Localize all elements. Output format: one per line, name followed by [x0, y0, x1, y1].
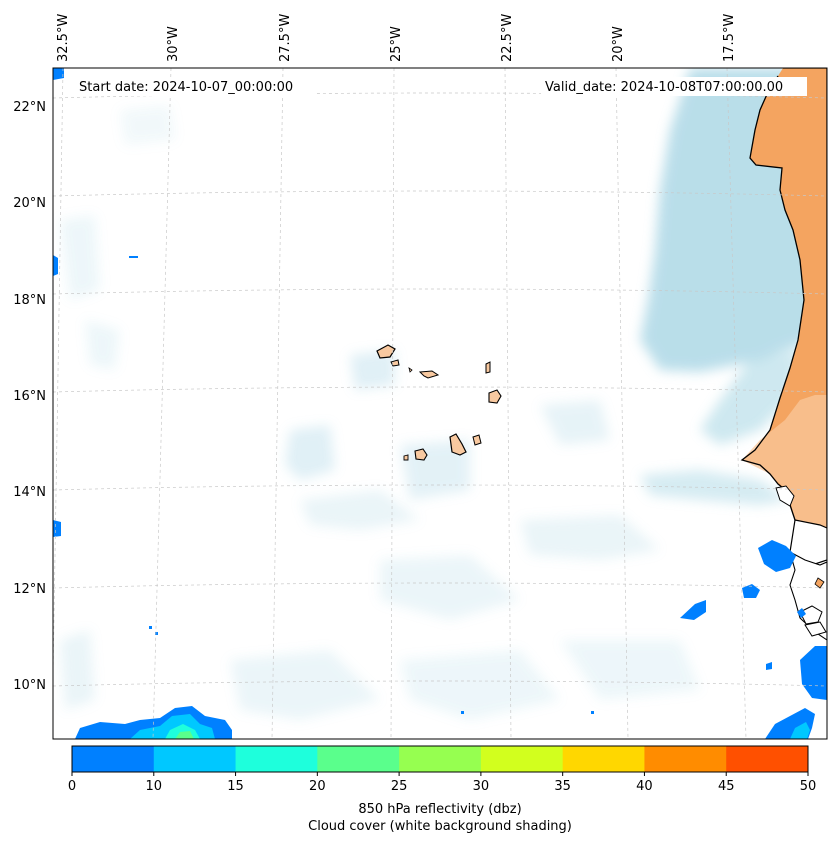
- start-date-label: Start date: 2024-10-07_00:00:00: [74, 77, 316, 96]
- reflectivity-patch-w3: [129, 256, 138, 258]
- reflectivity-patch-e1: [800, 646, 827, 700]
- coastal-islet: [814, 577, 825, 589]
- reflectivity-speck-4: [591, 711, 594, 714]
- valid-date-text: Valid_date: 2024-10-08T07:00:00.00: [545, 80, 783, 95]
- lat-tick-label: 14°N: [13, 485, 46, 500]
- lat-tick-label: 18°N: [13, 293, 46, 308]
- colorbar-segment: [726, 746, 809, 772]
- reflectivity-patch-e4: [680, 600, 706, 620]
- land-layer: [740, 68, 827, 641]
- sao-nicolau-island: [418, 370, 440, 379]
- lat-tick-label: 16°N: [13, 389, 46, 404]
- africa-coastline: [740, 68, 827, 531]
- maio-island: [472, 434, 482, 446]
- reflectivity-patch-e6: [797, 608, 806, 618]
- colorbar-segment: [235, 746, 318, 772]
- colorbar-segment: [153, 746, 237, 772]
- colorbar-tick-label: 15: [227, 779, 244, 794]
- coastal-island: [804, 621, 827, 637]
- lon-tick-label: 25°W: [389, 26, 404, 62]
- longitude-tick-labels: 32.5°W 30°W 27.5°W 25°W 22.5°W 20°W 17.5…: [56, 14, 737, 62]
- reflectivity-patch-e5: [766, 662, 772, 670]
- bijagos-island: [799, 605, 823, 625]
- colorbar: 0 10 15 20 25 30 35 40 45 50 850 hPa reflectivity…: [68, 745, 816, 834]
- lat-tick-label: 22°N: [13, 100, 46, 115]
- colorbar-segment: [644, 746, 727, 772]
- santo-antao-island: [376, 344, 396, 359]
- reflectivity-patch-e2: [758, 540, 796, 572]
- colorbar-tick-label: 50: [800, 779, 817, 794]
- colorbar-tick-label: 0: [68, 779, 76, 794]
- reflectivity-patch-w2: [53, 520, 61, 537]
- brava-island: [403, 454, 409, 461]
- reflectivity-patch-20-25: [175, 731, 194, 739]
- colorbar-tick-label: 40: [636, 779, 653, 794]
- cape-verde-peninsula: [775, 485, 795, 507]
- lon-tick-label: 27.5°W: [278, 14, 293, 62]
- colorbar-segment: [562, 746, 645, 772]
- lon-tick-label: 30°W: [166, 26, 181, 62]
- valid-date-label: Valid_date: 2024-10-08T07:00:00.00: [541, 77, 807, 96]
- reflectivity-patch-e3: [742, 584, 760, 598]
- reflectivity-patch-nw: [53, 68, 64, 80]
- reflectivity-speck-3: [461, 711, 464, 714]
- colorbar-label-line1: 850 hPa reflectivity (dbz): [358, 802, 521, 817]
- lon-tick-label: 20°W: [611, 26, 626, 62]
- map-panel: Start date: 2024-10-07_00:00:00 Valid_da…: [52, 67, 828, 740]
- boa-vista-island: [488, 389, 502, 404]
- colorbar-segment: [317, 746, 400, 772]
- reflectivity-speck-1: [149, 626, 152, 629]
- colorbar-tick-label: 30: [473, 779, 490, 794]
- colorbar-frame: [71, 745, 809, 773]
- colorbar-segments: [72, 746, 809, 772]
- lat-tick-label: 12°N: [13, 582, 46, 597]
- start-date-text: Start date: 2024-10-07_00:00:00: [79, 80, 293, 95]
- colorbar-label-line2: Cloud cover (white background shading): [308, 819, 572, 834]
- colorbar-tick-label: 45: [718, 779, 735, 794]
- fogo-island: [414, 448, 428, 461]
- colorbar-tick-label: 35: [554, 779, 571, 794]
- reflectivity-patch-sw-core: [790, 722, 810, 739]
- land-light-shading: [742, 395, 827, 530]
- colorbar-tick-label: 25: [391, 779, 408, 794]
- reflectivity-speck-2: [155, 632, 158, 635]
- latitude-tick-labels: 22°N 20°N 18°N 16°N 14°N 12°N 10°N: [13, 100, 46, 693]
- colorbar-segment: [480, 746, 564, 772]
- map-frame: [52, 67, 828, 740]
- lon-tick-label: 22.5°W: [500, 14, 515, 62]
- lon-tick-label: 32.5°W: [56, 14, 71, 62]
- colorbar-segment: [399, 746, 482, 772]
- colorbar-tick-label: 10: [146, 779, 163, 794]
- lat-tick-label: 20°N: [13, 196, 46, 211]
- sal-island: [485, 361, 491, 374]
- colorbar-ticks: 0 10 15 20 25 30 35 40 45 50: [68, 772, 816, 794]
- santa-luzia-island: [408, 367, 413, 373]
- cape-verde-islands: [376, 344, 502, 461]
- lat-tick-label: 10°N: [13, 678, 46, 693]
- colorbar-segment: [72, 746, 155, 772]
- santiago-island: [449, 433, 467, 456]
- colorbar-tick-label: 20: [309, 779, 326, 794]
- lon-tick-label: 17.5°W: [722, 14, 737, 62]
- reflectivity-patch-w1: [53, 255, 58, 276]
